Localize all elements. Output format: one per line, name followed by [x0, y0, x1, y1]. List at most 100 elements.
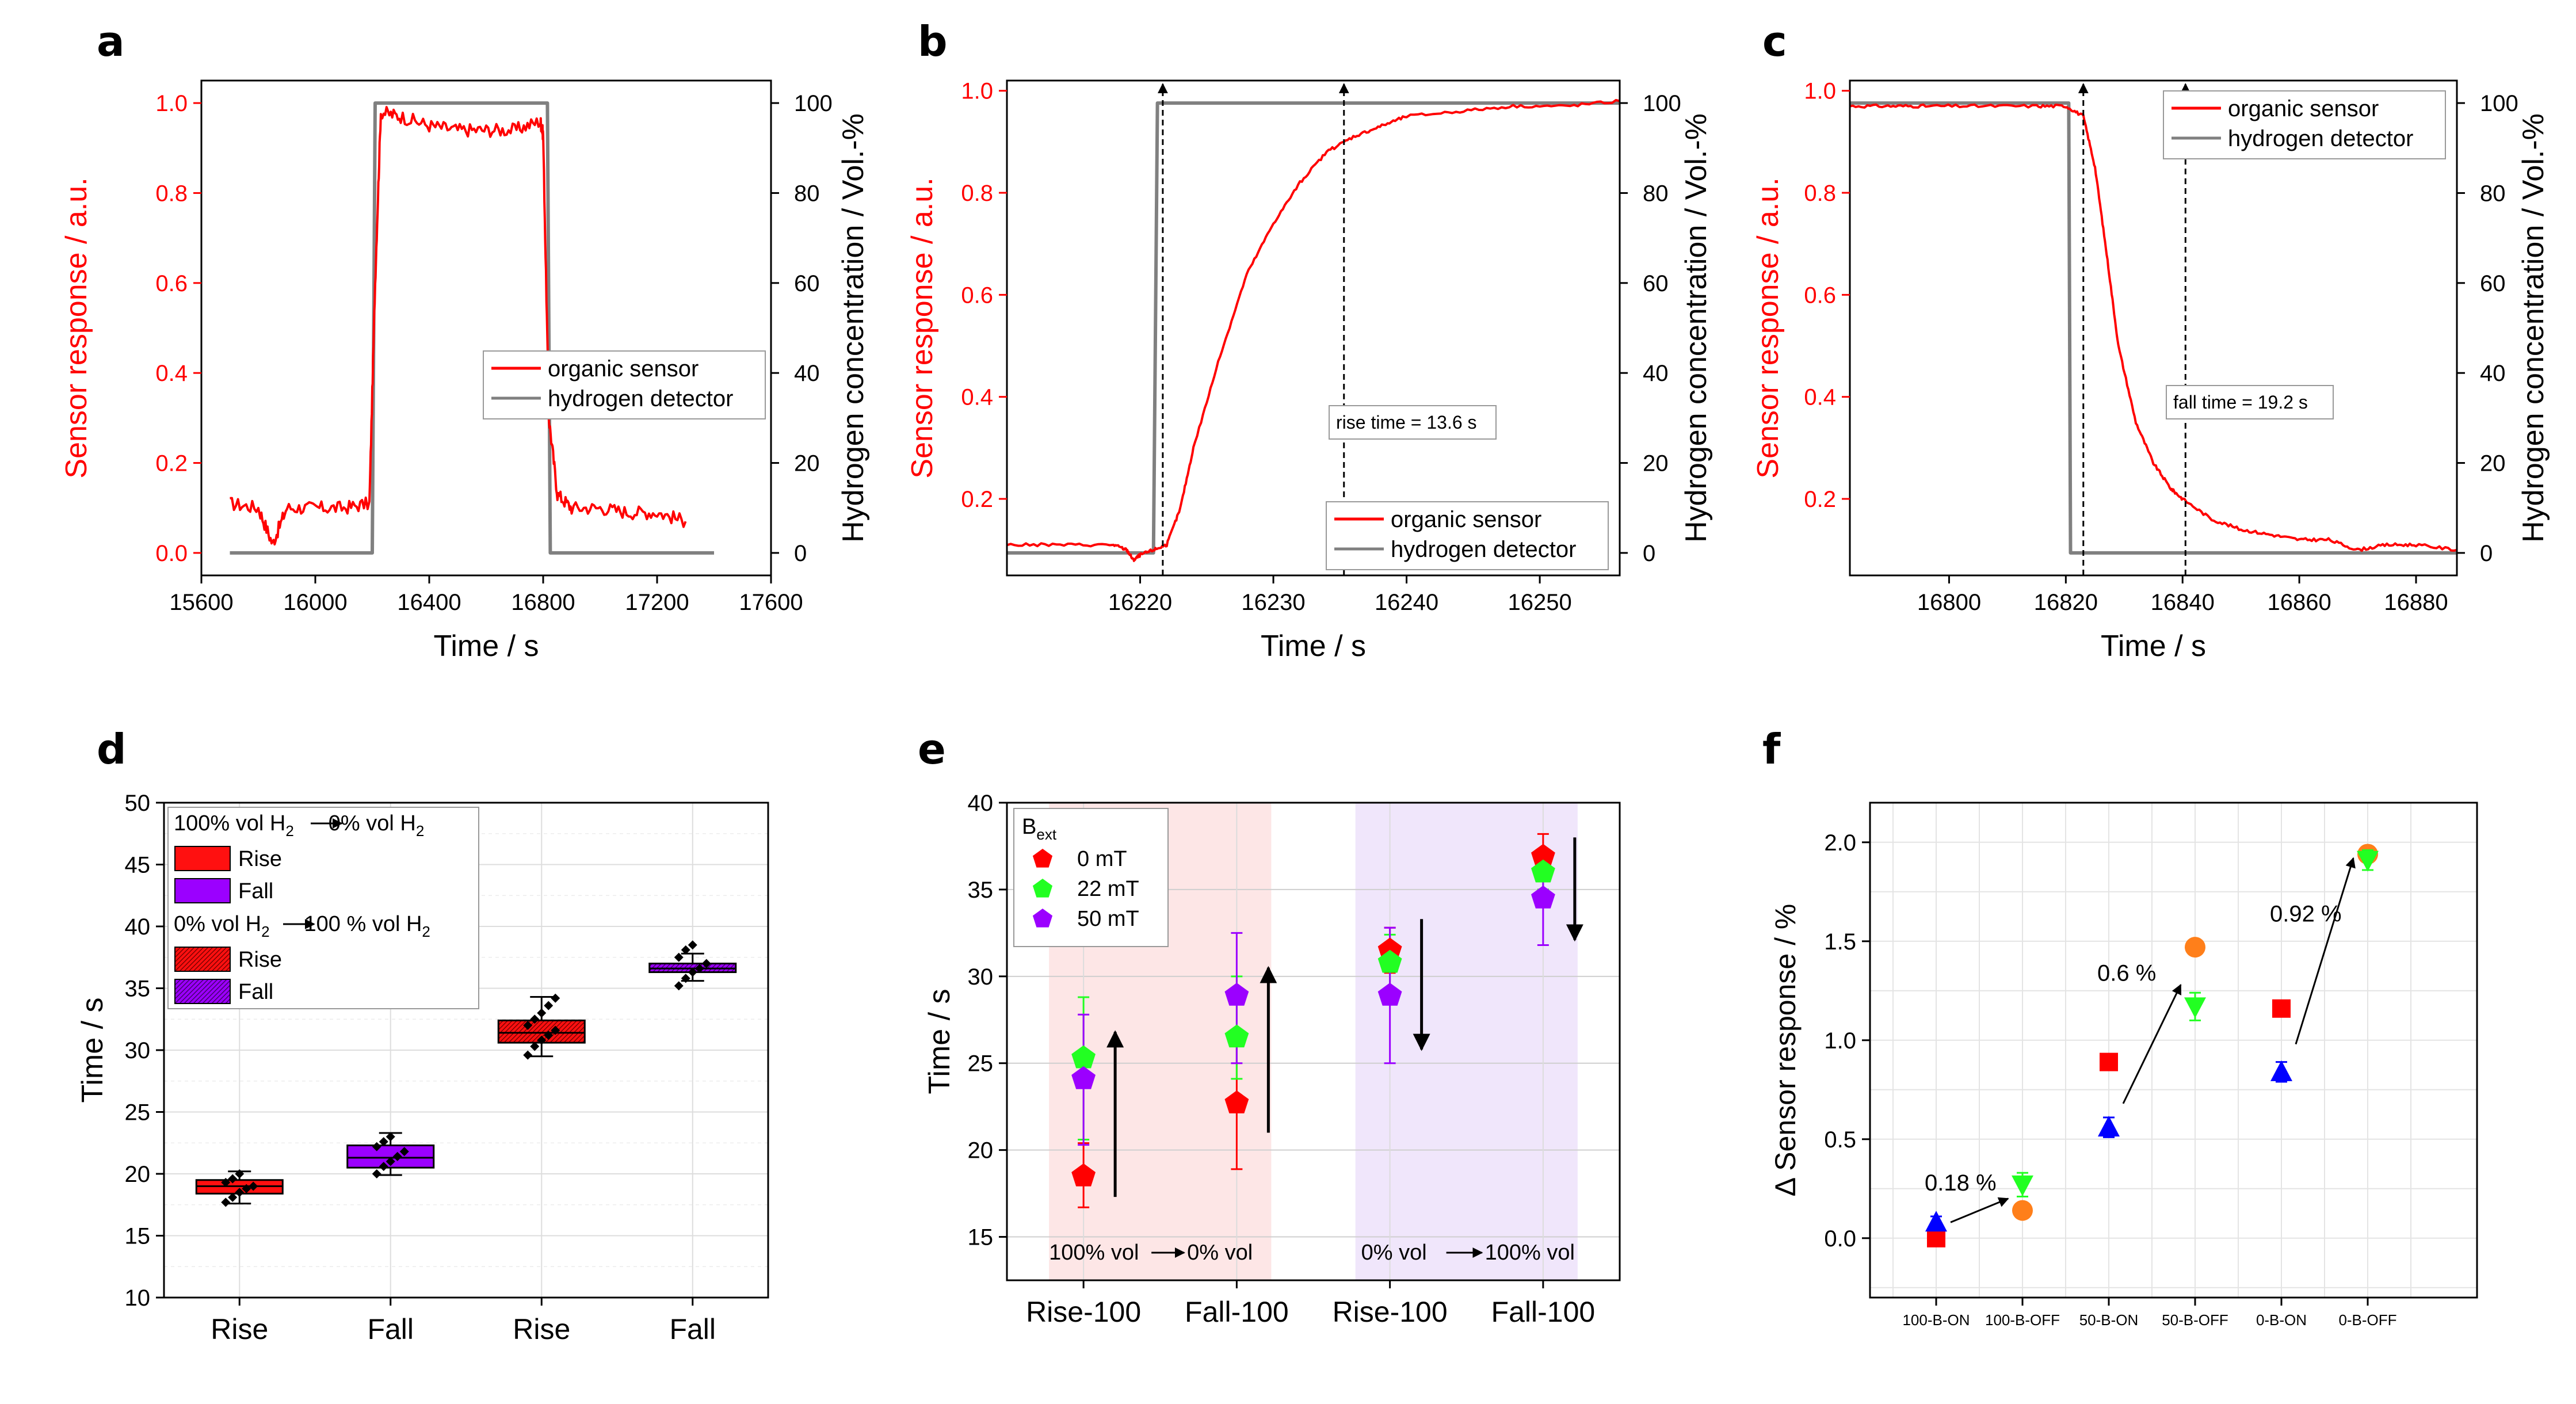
data-point	[530, 1041, 540, 1051]
legend-label: organic sensor	[1391, 507, 1541, 532]
y2-tick-label: 0	[2480, 541, 2493, 566]
y-tick-label: 25	[125, 1100, 151, 1126]
category-label: Rise	[513, 1313, 570, 1345]
series-hydrogen-detector	[1007, 101, 1620, 555]
scatter-chart-e: 15 20 25 30 35 40 Rise-100 Fall-100 Rise-100 Fall…	[923, 791, 1621, 1328]
plot-frame	[200, 79, 772, 577]
data-point	[221, 1197, 231, 1207]
legend-label: Rise	[238, 847, 282, 871]
y-axis-title: Sensor response / a.u.	[1751, 177, 1785, 478]
category-label: Rise-100	[1026, 1296, 1141, 1328]
region-label: 0% vol	[1361, 1241, 1427, 1265]
annotation-arrow	[1950, 1197, 2009, 1223]
y-tick-label: 1.0	[1804, 79, 1836, 104]
data-point	[674, 952, 684, 962]
x-tick-label: 16250	[1508, 590, 1571, 615]
category-label: Fall-100	[1491, 1296, 1596, 1328]
y2-tick-label: 80	[1643, 181, 1669, 206]
x-tick-label: 16240	[1375, 590, 1438, 615]
legend-swatch	[174, 947, 231, 972]
plot-area	[1850, 101, 2457, 555]
category-label: 0-B-OFF	[2338, 1311, 2396, 1329]
category-label: Fall	[669, 1313, 716, 1345]
data-point	[379, 1162, 388, 1172]
y2-tick-label: 40	[2480, 361, 2506, 386]
category-label: Fall	[367, 1313, 414, 1345]
marker-0-mT	[1224, 1090, 1249, 1113]
y2-tick-label: 40	[794, 361, 820, 386]
data-point	[228, 1174, 238, 1184]
data-point	[694, 964, 704, 974]
y-axis-title: Hydrogen concentration / Vol.-%	[1680, 113, 1713, 543]
x-axis-title: Time / s	[1261, 629, 1366, 663]
y-tick-label: 1.0	[961, 79, 993, 104]
legend-swatch	[1032, 909, 1053, 928]
x-tick-label: 16800	[511, 590, 575, 615]
data-point	[530, 1014, 540, 1024]
data-point	[228, 1192, 238, 1202]
y2-tick-label: 80	[2480, 181, 2506, 206]
x-tick-label: 16000	[283, 590, 347, 615]
y-tick-label: 0.6	[961, 283, 993, 308]
data-point	[235, 1169, 245, 1178]
data-point	[674, 981, 684, 991]
data-point	[372, 1142, 381, 1151]
y-tick-label: 20	[968, 1138, 994, 1163]
y-tick-label: 0.2	[961, 487, 993, 512]
legend-box	[483, 350, 766, 419]
data-point	[372, 1169, 381, 1178]
y-tick-label: 0.2	[155, 451, 188, 476]
plot-area	[1007, 99, 1620, 562]
marker-0-mT	[1071, 1163, 1096, 1186]
legend-label: organic sensor	[548, 356, 699, 381]
data-point	[523, 1050, 533, 1060]
legend-label: hydrogen detector	[2228, 126, 2413, 151]
annotation-arrow	[2295, 857, 2356, 1045]
data-point	[523, 1021, 533, 1030]
y-tick-label: 30	[125, 1038, 151, 1063]
category-label: Fall-100	[1185, 1296, 1289, 1328]
legend-label: hydrogen detector	[548, 386, 733, 411]
y-axis-title: Time / s	[76, 998, 109, 1103]
y-tick-label: 30	[968, 964, 994, 990]
y-tick-label: 35	[968, 877, 994, 903]
marker-triangle-down	[2184, 997, 2206, 1018]
y-tick-label: 0.4	[155, 361, 188, 386]
marker-50-mT	[1531, 886, 1555, 909]
x-axis-title: Time / s	[2101, 629, 2206, 663]
y-tick-label: 15	[125, 1224, 151, 1249]
x-tick-label: 15600	[169, 590, 233, 615]
legend-label: 22 mT	[1077, 877, 1139, 901]
y2-tick-label: 20	[2480, 451, 2506, 476]
region-label: 100% vol	[1049, 1241, 1139, 1265]
legend-label: Rise	[238, 948, 282, 972]
x-tick-label: 16840	[2151, 590, 2215, 615]
line-chart-c: 0.2 0.4 0.6 0.8 1.0 0 20 40 60 80 100 16800 16820 168…	[1751, 79, 2550, 663]
legend-label: hydrogen detector	[1391, 537, 1576, 562]
data-point	[537, 1008, 547, 1018]
data-point	[235, 1188, 245, 1197]
marker-circle	[2012, 1200, 2033, 1221]
region-label: 0% vol	[1187, 1241, 1253, 1265]
line-chart-b: 0.2 0.4 0.6 0.8 1.0 0 20 40 60 80 100 16220 16230 162…	[906, 79, 1713, 663]
x-tick-label: 16820	[2034, 590, 2098, 615]
y-axis-title: Δ Sensor response / %	[1769, 904, 1802, 1197]
panel-letter-c: c	[1762, 17, 1787, 66]
marker-square	[1927, 1228, 1945, 1247]
legend-swatch	[174, 979, 231, 1004]
annotation-text: 0.18 %	[1925, 1170, 1997, 1196]
category-label: 100-B-ON	[1902, 1311, 1970, 1329]
legend-label: 0 mT	[1077, 847, 1127, 871]
marker-square	[2272, 999, 2291, 1018]
y-tick-label: 0.2	[1804, 487, 1836, 512]
annotation-text: fall time = 19.2 s	[2173, 392, 2308, 413]
y2-tick-label: 0	[1643, 541, 1655, 566]
data-point	[681, 974, 690, 983]
marker-triangle-up	[2098, 1116, 2120, 1137]
data-point	[392, 1151, 402, 1161]
marker-22-mT	[1531, 859, 1555, 883]
category-label: Rise	[211, 1313, 268, 1345]
y-tick-label: 0.4	[961, 385, 993, 410]
box-chart-d: 10 15 20 25 30 35 40 45 50 Rise Fall Rise Fall Time /…	[76, 791, 769, 1345]
data-point	[701, 959, 711, 968]
